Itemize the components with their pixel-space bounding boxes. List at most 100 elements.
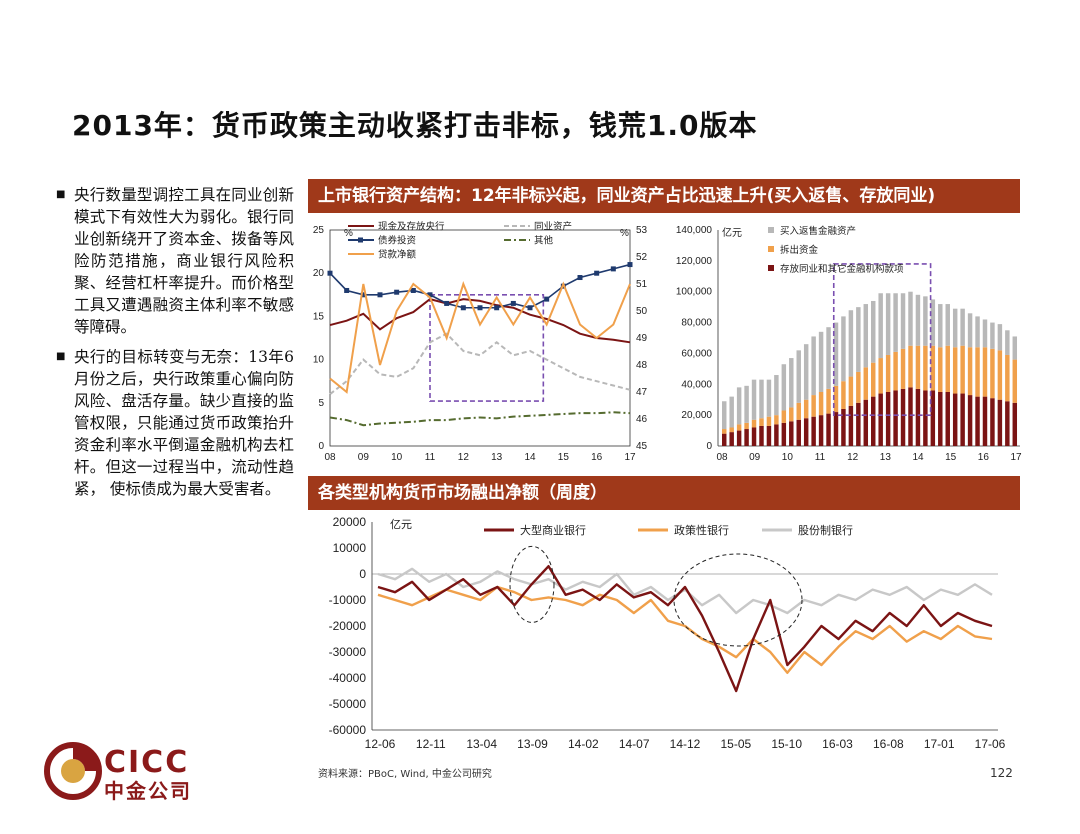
bar-segment [774,375,779,416]
x-tick-label: 14-12 [670,737,701,751]
bar-segment [826,388,831,414]
legend-label: 股份制银行 [798,523,853,537]
series-line [329,298,631,344]
bar-segment [975,316,980,348]
bar-segment [982,347,988,397]
bar-segment [803,418,809,446]
bar-segment [863,367,869,400]
x-tick-label: 13 [880,452,892,463]
x-tick-label: 12 [847,452,859,463]
bar-segment [789,407,794,422]
y-tick-label: -30000 [329,645,367,659]
series-line [329,281,631,394]
bar-segment [878,358,883,394]
bullet-text: 央行数量型调控工具在同业创新模式下有效性大为弱化。银行同业创新绕开了资本金、拨备… [74,186,294,336]
bar-segment [997,350,1003,400]
bar-segment [960,393,965,446]
legend-label: 大型商业银行 [520,523,586,537]
bar-segment [744,385,749,423]
bar-segment [893,390,898,446]
y-left-unit: % [344,228,353,239]
plot-frame [329,229,631,447]
bar-segment [1005,330,1010,355]
x-tick-label: 11 [815,452,826,463]
x-tick-label: 10 [782,452,794,463]
bar-segment [938,392,943,446]
bar-segment [781,410,787,423]
logo-chinese: 中金公司 [104,779,192,803]
legend-label: 贷款净额 [378,249,417,261]
bar-segment [729,396,734,428]
bar-segment [751,427,757,446]
bar-segment [923,296,928,346]
series-point [460,305,466,311]
y-right-unit: % [620,228,629,239]
x-tick-label: 15 [558,452,570,463]
x-tick-label: 16-03 [822,737,853,751]
bar-segment [848,405,854,446]
bar-segment [736,424,742,431]
bar-segment [811,336,816,396]
bar-segment [863,399,869,446]
bar-segment [871,396,876,446]
bar-segment [930,345,936,391]
bar-segment [722,433,727,446]
bar-segment [833,322,839,386]
y-right-tick-label: 51 [636,279,648,290]
bank-asset-structure-line-chart: 0 5 10 15 20 25 45 46 47 48 49 50 51 52 53% % 08 09 10 11 12… [313,221,648,464]
x-tick-label: 14 [524,452,536,463]
series-point [494,305,500,311]
bar-segment [967,347,973,396]
y-tick-label: -60000 [329,723,367,737]
bullet-list: ■ 央行数量型调控工具在同业创新模式下有效性大为弱化。银行同业创新绕开了资本金、… [56,184,294,508]
y-tick-label: 20000 [333,515,367,529]
bar-segment [915,294,921,346]
bar-segment [759,379,764,419]
bar-segment [818,415,824,446]
legend-swatch [768,265,774,271]
x-tick-label: 15-05 [720,737,751,751]
bar-segment [900,348,906,389]
bar-segment [856,371,861,403]
bar-segment [759,425,764,446]
bar-segment [945,345,950,392]
section1-title: 上市银行资产结构：12年非标兴起，同业资产占比迅速上升(买入返售、存放同业) [308,179,1020,213]
bar-segment [1012,402,1018,446]
bar-segment [952,347,958,394]
x-tick-label: 12 [458,452,470,463]
bar-segment [751,379,757,420]
bar-segment [863,304,869,368]
bar-segment [871,300,876,363]
y-left-tick-label: 15 [313,311,325,322]
y-left-tick-label: 10 [313,355,325,366]
section2-title: 各类型机构货币市场融出净额（周度） [308,476,1020,510]
bar-segment [900,293,906,349]
logo-text: CICC [104,745,190,780]
bar-segment [908,387,913,446]
money-market-net-lending-line-chart: 20000 10000 0 -10000 -20000 -30000 -40000 -5000… [329,515,1006,751]
x-tick-label: 11 [425,452,436,463]
bar-segment [990,348,995,399]
y-left-tick-label: 0 [318,441,324,452]
bar-segment [997,399,1003,446]
bar-segment [1012,336,1018,360]
bar-segment [982,396,988,446]
bar-segment [885,293,891,355]
series-point [594,270,600,276]
bar-segment [856,307,861,372]
bar-segment [997,324,1003,351]
bar-segment [833,385,839,413]
bar-segment [893,351,898,391]
series-line [377,567,993,615]
annotation-box [429,294,545,402]
bar-segment [848,376,854,406]
legend-label: 买入返售金融资产 [780,225,856,237]
x-tick-label: 16 [978,452,990,463]
x-tick-label: 09 [358,452,370,463]
series-point [477,305,483,311]
legend-marker [358,237,363,243]
bar-segment [1005,354,1010,402]
bar-segment [811,395,816,417]
y-tick-label: -20000 [329,619,367,633]
legend-label: 存放同业和其它金融机构款项 [780,263,904,275]
